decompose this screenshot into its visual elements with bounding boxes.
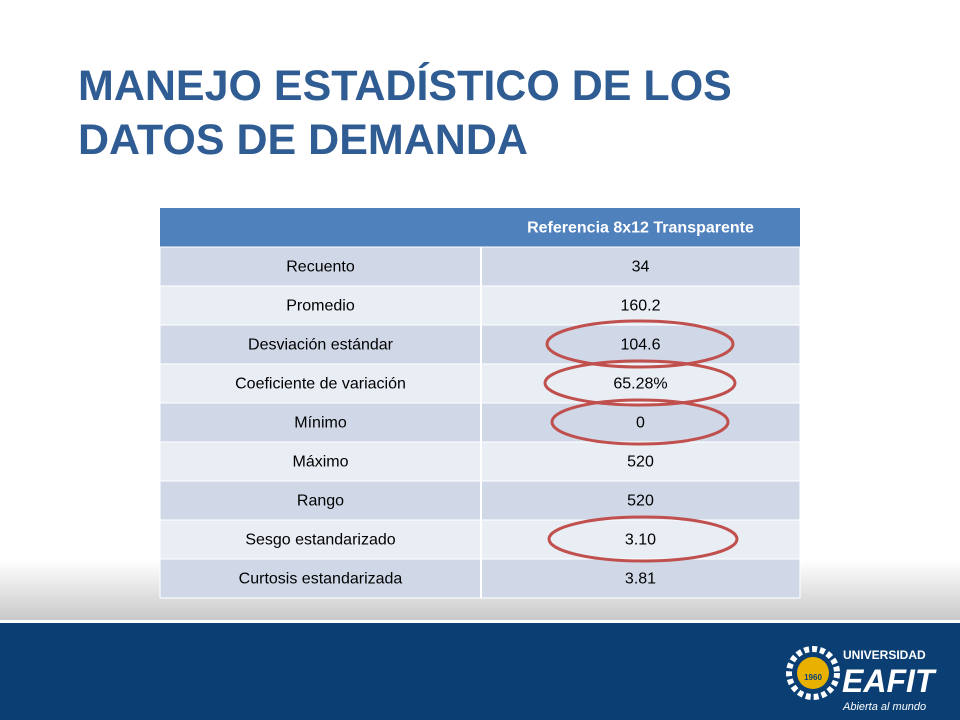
logo-tagline: Abierta al mundo [842,701,926,713]
logo-gear [786,646,840,700]
highlight-ellipse [545,319,735,369]
highlights [543,319,739,563]
row-value: 65.28% [613,376,667,393]
logo-name: EAFIT [842,663,937,699]
row-label: Recuento [286,259,355,276]
row-value: 520 [627,493,654,510]
logo-year: 1960 [804,673,822,682]
row-label: Máximo [292,454,348,471]
row-label: Coeficiente de variación [235,376,406,393]
header-cell: Referencia 8x12 Transparente [527,220,754,237]
row-value: 520 [627,454,654,471]
row-value: 0 [636,415,645,432]
row-label: Mínimo [294,415,347,432]
row-value: 3.81 [625,571,656,588]
highlight-ellipse [543,359,737,407]
title-line: MANEJO ESTADÍSTICO DE LOS [78,62,732,110]
logo-small: UNIVERSIDAD [843,648,926,662]
highlight-ellipse [547,515,739,563]
row-label: Promedio [286,298,355,315]
row-label: Rango [297,493,344,510]
row-label: Desviación estándar [248,337,394,354]
logo-core [797,657,829,689]
row-value: 3.10 [625,532,656,549]
row-value: 160.2 [620,298,660,315]
highlight-ellipse [550,398,730,446]
row-value: 104.6 [620,337,660,354]
table: Referencia 8x12 Transparente Recuento 34 Pr… [159,208,801,599]
footer-divider [0,620,960,623]
header-row [160,208,800,247]
row-label: Sesgo estandarizado [245,532,395,549]
row-value: 34 [632,259,650,276]
row-label: Curtosis estandarizada [239,571,403,588]
title-line: DATOS DE DEMANDA [78,116,528,164]
logo: 1960 UNIVERSIDAD EAFIT Abierta al mundo [786,646,937,713]
